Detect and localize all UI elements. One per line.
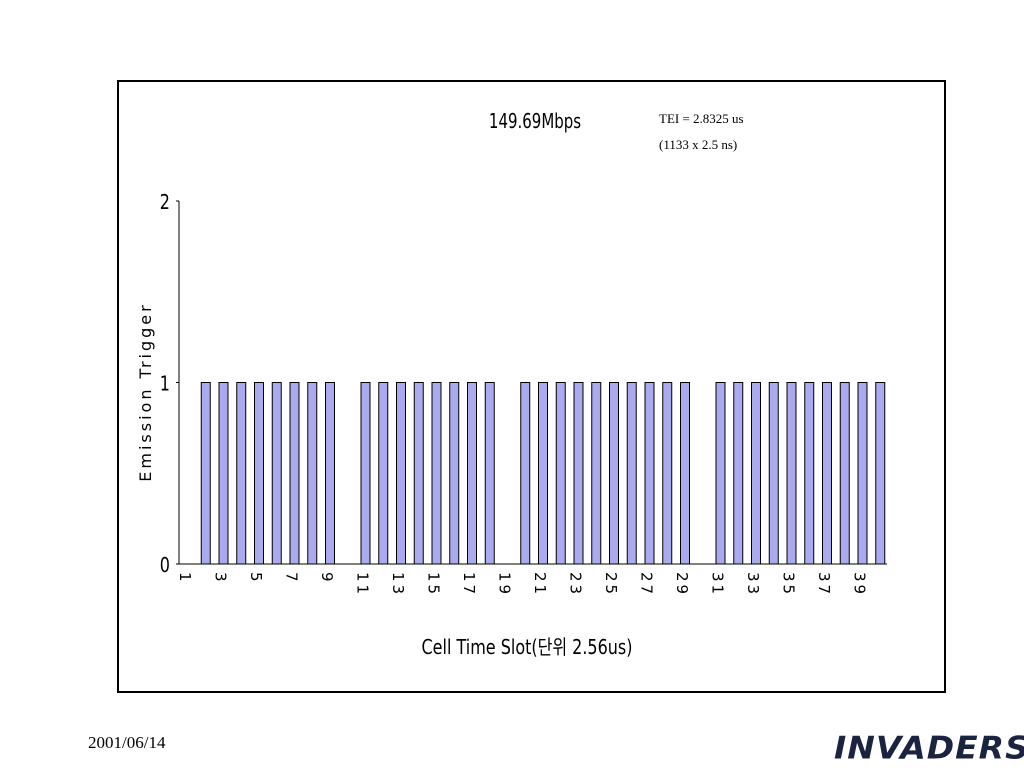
bar-6	[271, 382, 282, 565]
x-tick-label-21: 21	[531, 572, 549, 597]
bar-37	[822, 382, 832, 565]
y-tick-label-2: 2	[160, 191, 170, 214]
bar-21	[538, 382, 548, 565]
bar-40	[875, 382, 886, 565]
bar-35	[786, 382, 797, 565]
y-axis-label: Emission Trigger	[136, 302, 155, 481]
bar-5	[254, 382, 264, 565]
bar-14	[413, 382, 424, 565]
bar-22	[555, 382, 566, 565]
x-axis-label: Cell Time Slot(단위 2.56us)	[421, 636, 632, 659]
bar-20	[520, 382, 531, 565]
x-tick-label-13: 13	[389, 572, 407, 597]
bar-25	[609, 382, 619, 565]
x-tick-label-9: 9	[318, 572, 336, 585]
bar-31	[715, 382, 726, 565]
bar-36	[804, 382, 815, 565]
bar-3	[218, 382, 229, 565]
bar-16	[449, 382, 460, 565]
bar-38	[839, 382, 850, 565]
x-tick-label-7: 7	[282, 572, 300, 585]
x-tick-label-35: 35	[779, 572, 797, 597]
x-tick-label-29: 29	[673, 572, 691, 597]
bar-34	[768, 382, 779, 565]
x-tick-label-3: 3	[211, 572, 229, 585]
x-tick-label-33: 33	[744, 572, 762, 597]
x-tick-label-25: 25	[602, 572, 620, 597]
annotation-line-2: (1133 x 2.5 ns)	[659, 137, 737, 152]
bar-33	[751, 382, 761, 565]
footer-date: 2001/06/14	[88, 733, 166, 752]
bars-layer	[200, 382, 886, 565]
x-tick-label-23: 23	[566, 572, 584, 597]
y-tick-label-0: 0	[160, 554, 170, 577]
bar-29	[680, 382, 690, 565]
bar-28	[662, 382, 673, 565]
bar-12	[378, 382, 389, 565]
bar-39	[857, 382, 868, 565]
bar-26	[626, 382, 637, 565]
bar-32	[733, 382, 744, 565]
axes-layer	[176, 200, 887, 565]
x-tick-label-17: 17	[460, 572, 478, 597]
x-tick-label-27: 27	[637, 572, 655, 597]
x-tick-label-31: 31	[708, 572, 726, 597]
bar-4	[236, 382, 247, 565]
bar-7	[289, 382, 300, 565]
bar-27	[644, 382, 655, 565]
y-tick-label-1: 1	[160, 373, 170, 396]
x-tick-label-5: 5	[247, 572, 265, 585]
x-tick-label-37: 37	[815, 572, 833, 597]
x-tick-label-39: 39	[850, 572, 868, 597]
chart-frame: 0 1 2 1 3 5 7 9 11 13 15 17 19 21 23 25 27 29 31 33 35 37 39 Em…	[117, 80, 946, 693]
bar-11	[360, 382, 371, 565]
bar-18	[484, 382, 495, 565]
x-tick-label-1: 1	[176, 572, 194, 585]
chart-title: 149.69Mbps	[489, 111, 581, 134]
x-tick-label-19: 19	[495, 572, 513, 597]
invaders-logo: INVADERS	[834, 728, 1024, 767]
bar-9	[325, 382, 335, 565]
bar-2	[200, 382, 211, 565]
bar-13	[396, 382, 406, 565]
bar-24	[591, 382, 602, 565]
annotation-line-1: TEI = 2.8325 us	[659, 111, 744, 126]
bar-15	[431, 382, 442, 565]
x-tick-label-11: 11	[353, 572, 371, 597]
x-tick-label-15: 15	[424, 572, 442, 597]
bar-23	[573, 382, 584, 565]
bar-8	[307, 382, 318, 565]
bar-17	[467, 382, 477, 565]
